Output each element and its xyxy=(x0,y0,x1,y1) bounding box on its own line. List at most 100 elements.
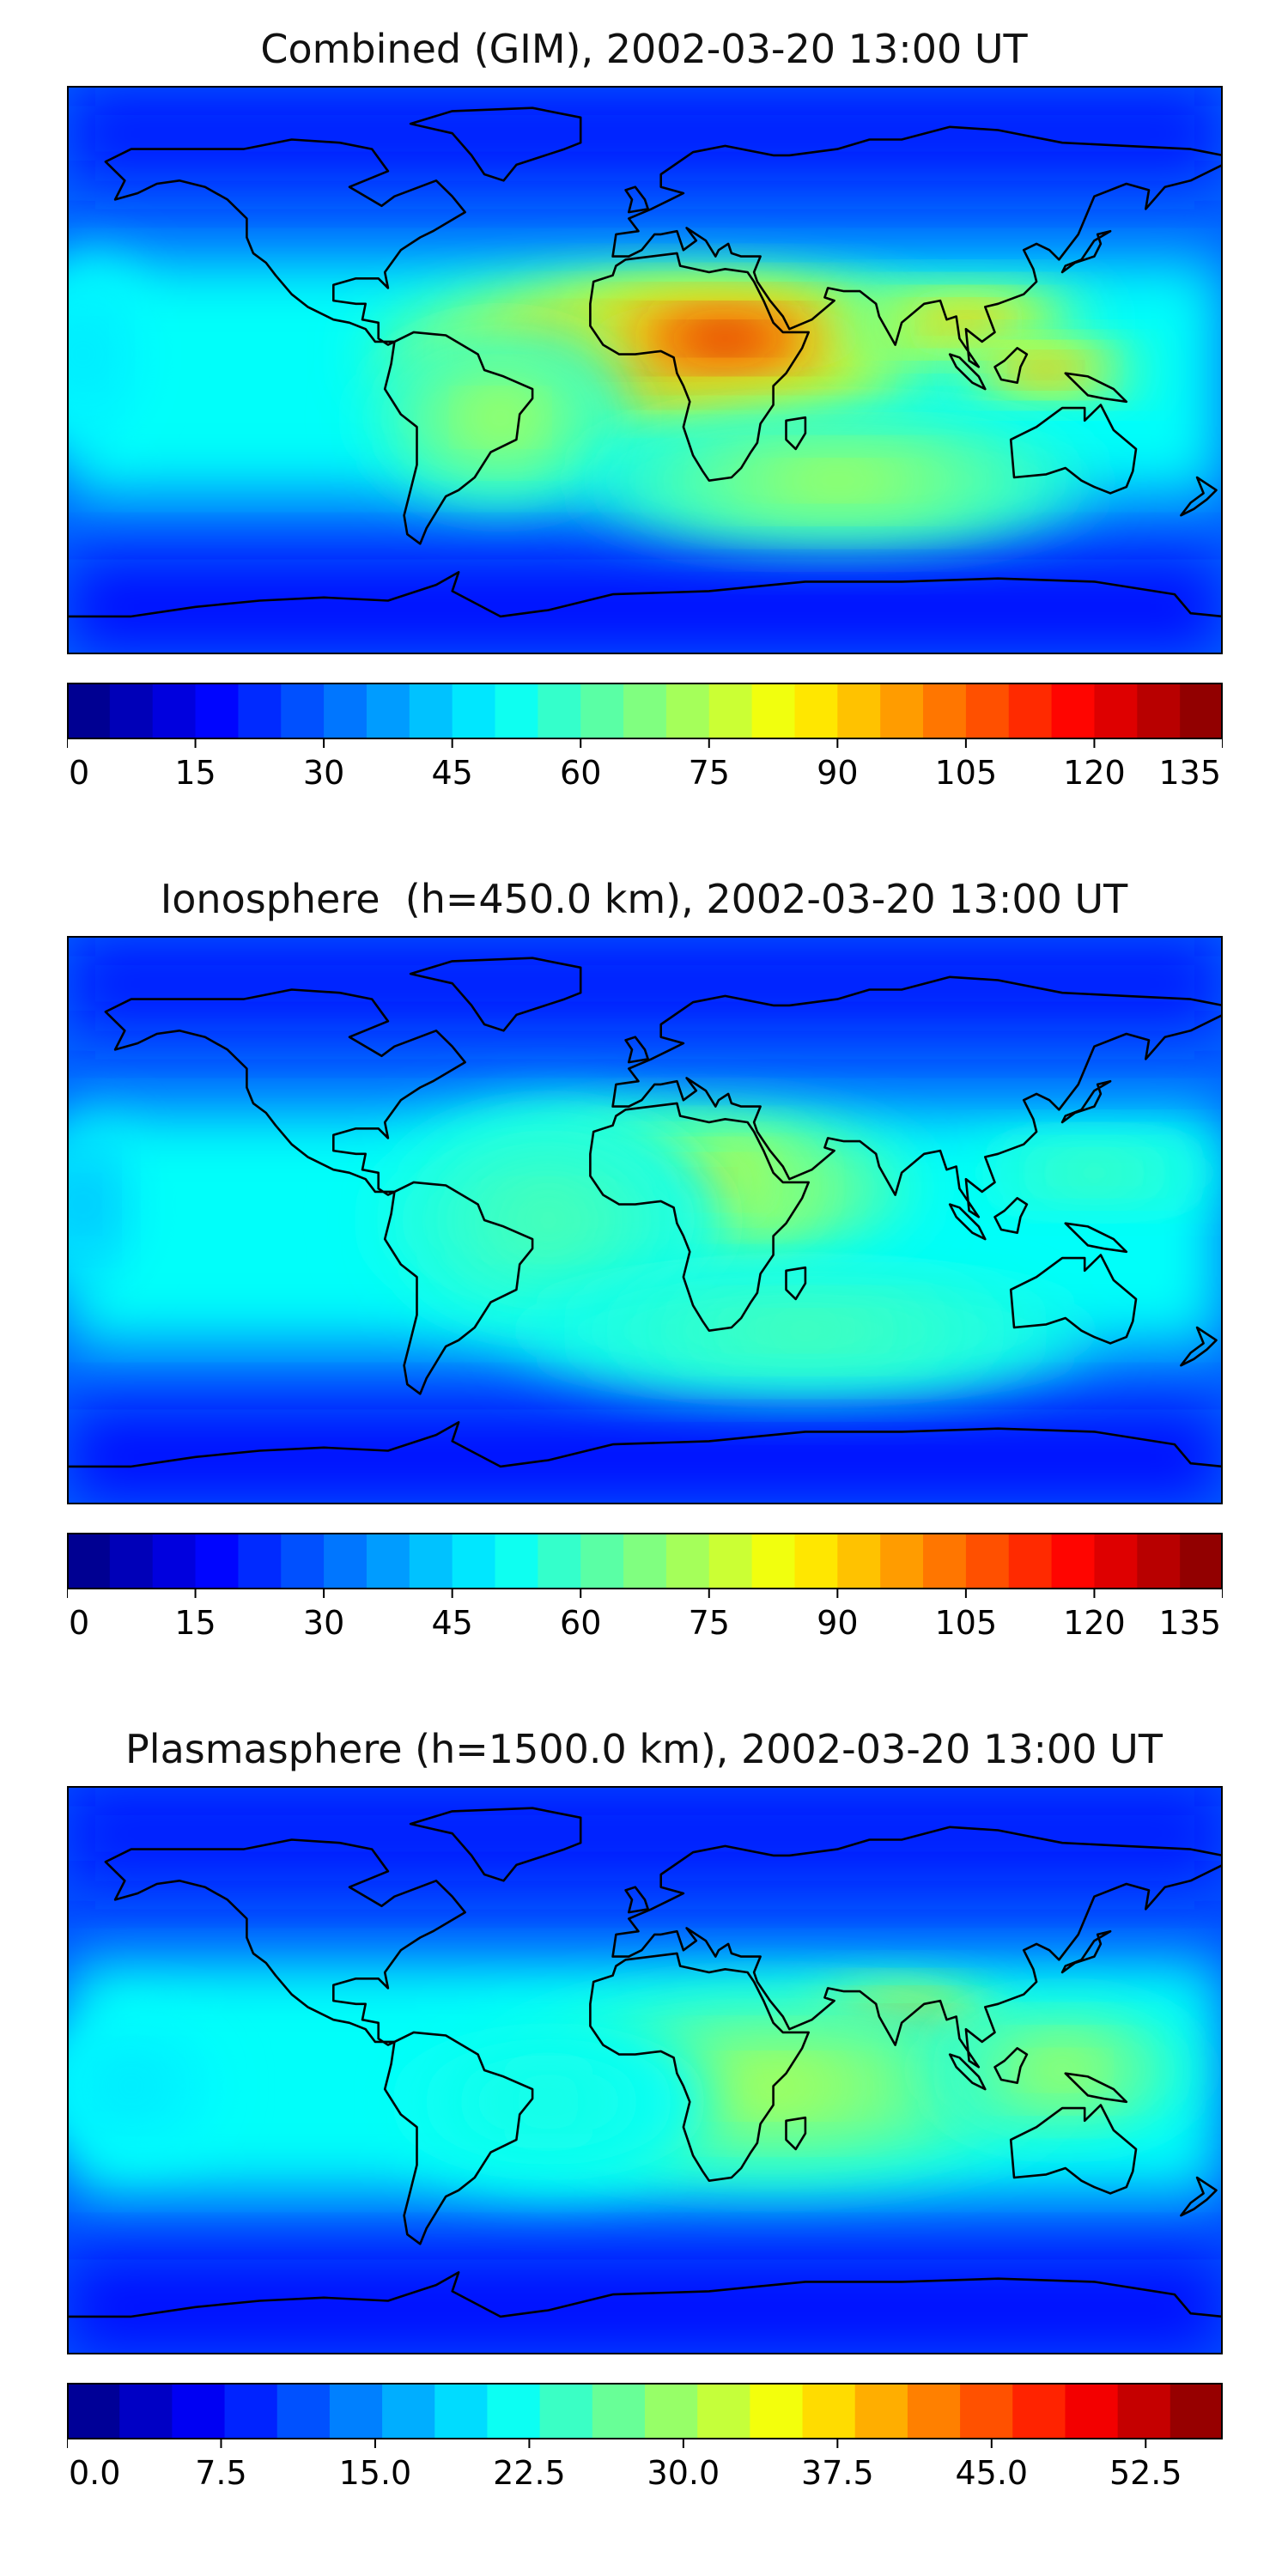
field-blob xyxy=(474,401,526,434)
coastline-japan xyxy=(1060,1079,1112,1124)
coastline-australia xyxy=(1009,1254,1138,1345)
colorbar-segment xyxy=(195,683,240,739)
colorbar-segment xyxy=(487,2383,541,2439)
colorbar-segment xyxy=(965,1533,1010,1589)
coastline-greenland xyxy=(409,1807,582,1882)
colorbar-tick-label: 75 xyxy=(689,754,730,792)
colorbar-tick-label: 52.5 xyxy=(1109,2454,1182,2492)
coastline-greenland xyxy=(409,106,582,182)
polar-region-north xyxy=(67,1786,1223,1881)
colorbar-segment xyxy=(366,683,410,739)
field-blob xyxy=(112,2073,151,2099)
coastline-north-america xyxy=(104,1838,466,2046)
colorbar-segment xyxy=(172,2383,226,2439)
coastline-new-zealand xyxy=(1180,1326,1218,1367)
colorbar-ionosphere: 0 15 30 45 60 75 90 105 120 135 xyxy=(67,1533,1223,1644)
polar-region-south xyxy=(67,1409,1223,1504)
field-blob xyxy=(939,316,992,330)
colorbar-segment xyxy=(495,683,538,739)
colorbar-segment xyxy=(623,683,667,739)
coastline-south-america xyxy=(383,2031,534,2245)
coastline-new-guinea xyxy=(1064,1222,1128,1254)
colorbar-segment xyxy=(708,683,753,739)
field-blob xyxy=(73,1188,93,1220)
colorbar-segment xyxy=(324,1533,368,1589)
colorbar-tick-label: 60 xyxy=(560,754,601,792)
colorbar-tick-label: 37.5 xyxy=(801,2454,874,2492)
coastline-eurasia xyxy=(611,125,1223,368)
colorbar-tick-label: 90 xyxy=(817,754,858,792)
colorbar-segment xyxy=(409,683,453,739)
field-blob xyxy=(786,469,890,492)
colorbar-segment xyxy=(109,1533,154,1589)
colorbar-segment xyxy=(238,1533,282,1589)
colorbar-segment xyxy=(538,683,581,739)
colorbar-tick-label: 0 xyxy=(69,1604,89,1642)
colorbar-segment xyxy=(152,683,197,739)
colorbar-segment xyxy=(907,2383,961,2439)
coastline-north-america xyxy=(104,138,466,346)
coastline-uk xyxy=(624,185,650,214)
colorbar-segment xyxy=(1117,2383,1171,2439)
colorbar-tick-label: 22.5 xyxy=(493,2454,566,2492)
colorbar-segment xyxy=(665,683,710,739)
colorbar-segment xyxy=(880,1533,924,1589)
polar-region-north xyxy=(67,936,1223,1031)
colorbar-segment xyxy=(923,683,967,739)
map-combined xyxy=(67,86,1223,654)
colorbar-segment xyxy=(1065,2383,1119,2439)
field-blob xyxy=(1036,2058,1088,2082)
colorbar-segment xyxy=(750,2383,804,2439)
coastline-uk xyxy=(624,1886,650,1914)
colorbar-segment xyxy=(965,683,1010,739)
colorbar-tick-label: 15 xyxy=(174,1604,216,1642)
colorbar-segment xyxy=(580,1533,624,1589)
colorbar-segment xyxy=(276,2383,331,2439)
panel-title: Combined (GIM), 2002-03-20 13:00 UT xyxy=(260,26,1028,72)
colorbar-segment xyxy=(960,2383,1013,2439)
colorbar-plasmasphere: 0.0 7.5 15.0 22.5 30.0 37.5 45.0 52.5 xyxy=(67,2383,1223,2494)
colorbar-tick-label: 7.5 xyxy=(195,2454,246,2492)
colorbar-frame xyxy=(67,2383,1223,2439)
colorbar-segment xyxy=(802,2383,856,2439)
coastline-south-america xyxy=(383,331,534,545)
colorbar-segment xyxy=(751,1533,796,1589)
colorbar-segment xyxy=(119,2383,173,2439)
colorbar-segment xyxy=(1180,683,1223,739)
panel-title: Plasmasphere (h=1500.0 km), 2002-03-20 1… xyxy=(125,1726,1163,1772)
field-blob xyxy=(1026,365,1066,375)
colorbar-segment xyxy=(109,683,154,739)
colorbar-segment xyxy=(837,1533,881,1589)
coastline-africa xyxy=(589,1102,811,1333)
colorbar-segment xyxy=(195,1533,240,1589)
colorbar-segment xyxy=(1008,683,1053,739)
colorbar-segment xyxy=(665,1533,710,1589)
coastline-madagascar xyxy=(785,2116,807,2151)
colorbar-segment xyxy=(152,1533,197,1589)
colorbar-frame xyxy=(67,683,1223,739)
colorbar-segment xyxy=(324,683,368,739)
map-plasmasphere xyxy=(67,1786,1223,2354)
colorbar-segment xyxy=(1051,1533,1096,1589)
colorbar-segment xyxy=(329,2383,383,2439)
field-blob xyxy=(516,2086,581,2118)
colorbar-segment xyxy=(592,2383,646,2439)
colorbar-segment xyxy=(854,2383,908,2439)
colorbar-segment xyxy=(708,1533,753,1589)
colorbar-segment xyxy=(1012,2383,1066,2439)
colorbar-segment xyxy=(452,683,496,739)
colorbar-segment xyxy=(751,683,796,739)
colorbar-combined: 0 15 30 45 60 75 90 105 120 135 xyxy=(67,683,1223,794)
colorbar-segment xyxy=(1180,1533,1223,1589)
coastline-africa xyxy=(589,1952,811,2183)
colorbar-segment xyxy=(697,2383,750,2439)
coastline-new-zealand xyxy=(1180,2176,1218,2217)
colorbar-tick-label: 105 xyxy=(935,1604,998,1642)
colorbar-segment xyxy=(434,2383,489,2439)
colorbar-segment xyxy=(281,1533,325,1589)
colorbar-segment xyxy=(645,2383,698,2439)
colorbar-tick-label: 30.0 xyxy=(647,2454,720,2492)
polar-region-south xyxy=(67,2259,1223,2354)
colorbar-tick-label: 45 xyxy=(431,1604,472,1642)
colorbar-segment xyxy=(794,683,838,739)
